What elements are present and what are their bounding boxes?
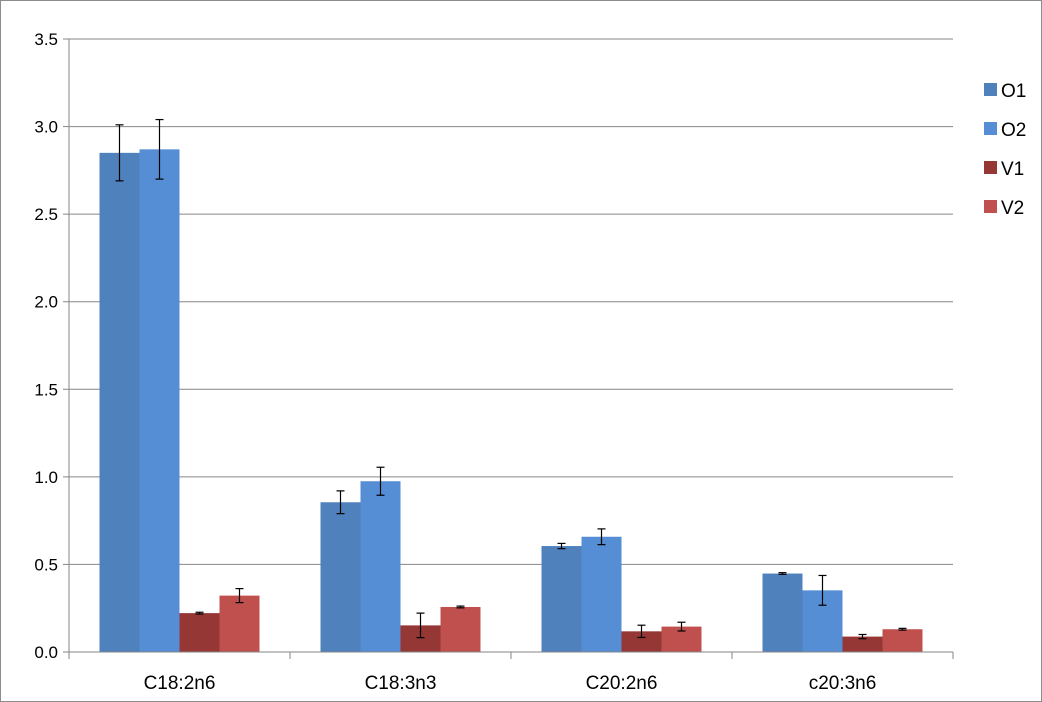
bar-v2-4 [882,629,923,652]
bar-o2-3 [581,536,622,652]
y-tick-label: 0.5 [34,555,58,574]
bar-o2-2 [360,481,401,652]
error-bar [195,611,204,615]
bar-o1-3 [541,546,582,652]
error-bar [557,542,566,550]
legend: O1 O2 V1 V2 [984,81,1026,219]
legend-item-v2: V2 [984,198,1024,219]
y-tick-label: 2.0 [34,293,58,312]
legend-item-o2: O2 [984,120,1026,141]
x-category-label: C20:2n6 [586,673,658,694]
bar-v2-2 [440,606,481,652]
y-tick-label: 3.0 [34,118,58,137]
legend-swatch [984,161,997,174]
error-bar [637,624,646,639]
legend-item-o1: O1 [984,81,1026,102]
y-tick-label: 1.5 [34,380,58,399]
x-category-label: c20:3n6 [809,673,877,694]
bars [99,149,923,653]
legend-swatch [984,122,997,135]
error-bar [858,633,867,640]
y-tick-label: 0.0 [34,643,58,662]
error-bar [336,490,345,515]
error-bar [898,627,907,631]
y-tick-label: 1.0 [34,468,58,487]
legend-label: V2 [1001,198,1024,219]
error-bar [456,605,465,609]
bar-v1-1 [179,613,220,652]
y-tick-label: 2.5 [34,205,58,224]
bar-o2-1 [139,149,180,652]
y-tick-label: 3.5 [34,30,58,49]
error-bar [115,124,124,182]
error-bar [597,528,606,546]
error-bar [677,621,686,632]
error-bar [376,466,385,496]
bar-v2-1 [219,595,260,652]
bar-v1-3 [621,631,662,652]
x-category-label: C18:2n6 [144,673,216,694]
bar-o1-2 [320,502,361,652]
error-bars [115,118,907,640]
bar-v1-4 [842,636,883,652]
legend-swatch [984,83,997,96]
gridlines [69,38,953,565]
error-bar [778,572,787,576]
bar-o1-1 [99,152,140,653]
legend-label: O1 [1001,81,1026,102]
legend-label: O2 [1001,120,1026,141]
error-bar [416,612,425,639]
legend-label: V1 [1001,159,1024,180]
error-bar [818,574,827,606]
y-axis-tick-labels: 0.0 0.5 1.0 1.5 2.0 2.5 3.0 3.5 [34,30,58,662]
legend-swatch [984,200,997,213]
x-category-label: C18:3n3 [365,673,437,694]
axes [63,38,954,659]
error-bar [235,587,244,604]
bar-o1-4 [762,573,803,652]
x-axis-category-labels: C18:2n6 C18:3n3 C20:2n6 c20:3n6 [144,673,877,694]
error-bar [155,118,164,180]
legend-item-v1: V1 [984,159,1024,180]
